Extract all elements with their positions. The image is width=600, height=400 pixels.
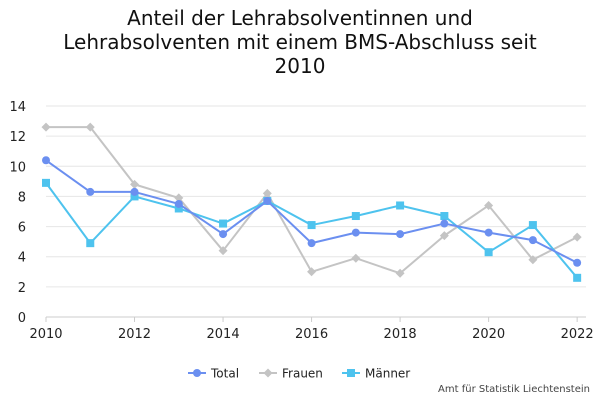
y-tick-label: 6 [18,221,26,236]
data-point [484,248,493,257]
series-frauen [41,122,582,278]
y-tick-label: 14 [9,100,26,115]
data-point [528,221,537,230]
y-tick-label: 10 [9,160,26,175]
data-point [351,212,360,221]
data-point [440,219,449,228]
legend-marker [347,369,355,377]
data-point [351,228,360,237]
data-point [396,201,405,210]
y-tick-label: 0 [18,311,26,326]
data-point [41,122,51,132]
data-point [174,204,183,213]
data-point [395,268,405,278]
data-point [307,221,316,230]
y-tick-label: 4 [18,251,26,266]
data-point [572,232,582,242]
y-tick-label: 12 [9,130,26,145]
chart-title-line: Anteil der Lehrabsolventinnen und [127,6,473,30]
data-point [130,192,139,201]
data-point [263,196,272,205]
series-line [46,126,578,275]
legend-label: Männer [365,367,410,381]
data-point [85,122,95,132]
data-point [484,200,494,210]
x-tick-label: 2020 [472,327,505,342]
y-tick-label: 8 [18,190,26,205]
series-männer [42,178,582,282]
data-point [573,258,582,267]
x-tick-label: 2010 [29,327,62,342]
chart-title: Anteil der Lehrabsolventinnen und Lehrab… [0,6,600,78]
series-line [45,182,578,279]
data-point [439,231,449,241]
legend-item-männer[interactable]: Männer [342,367,410,381]
data-point [174,199,183,208]
data-point [218,246,228,256]
data-point [484,228,493,237]
data-point [440,212,449,221]
legend-label: Frauen [282,367,323,381]
chart-title-line: Lehrabsolventen mit einem BMS-Abschluss … [63,30,537,54]
legend-label: Total [210,367,239,381]
data-point [86,239,95,248]
series-layer [41,122,582,282]
data-point [42,178,50,187]
x-tick-label: 2022 [561,327,594,342]
gridlines [46,105,586,318]
data-point [130,179,140,189]
y-tick-label: 2 [18,281,26,296]
legend-item-total[interactable]: Total [188,367,239,381]
data-point [528,236,537,245]
x-tick-label: 2016 [295,327,328,342]
data-point [219,219,228,228]
x-tick-label: 2014 [207,327,240,342]
data-point [351,253,361,263]
legend: Total Frauen Männer [188,367,410,381]
chart-title-line: 2010 [274,54,326,78]
legend-marker [263,368,273,378]
data-point [307,239,316,248]
x-tick-label: 2018 [384,327,417,342]
data-point [42,156,50,165]
legend-marker [193,369,201,377]
axes: 0 2 4 6 8 10 12 14 2010 2012 2014 2016 2018 2020 2022 [9,100,593,342]
data-point [307,267,317,277]
x-tick-label: 2012 [118,327,151,342]
data-point [396,230,405,239]
data-point [174,193,184,203]
data-point [262,188,272,198]
data-point [219,230,228,239]
source-credit: Amt für Statistik Liechtenstein [438,384,590,395]
series-total [42,156,582,267]
data-point [130,187,139,196]
data-point [86,187,95,196]
data-point [528,255,538,265]
data-point [573,273,582,282]
legend-item-frauen[interactable]: Frauen [259,367,323,381]
